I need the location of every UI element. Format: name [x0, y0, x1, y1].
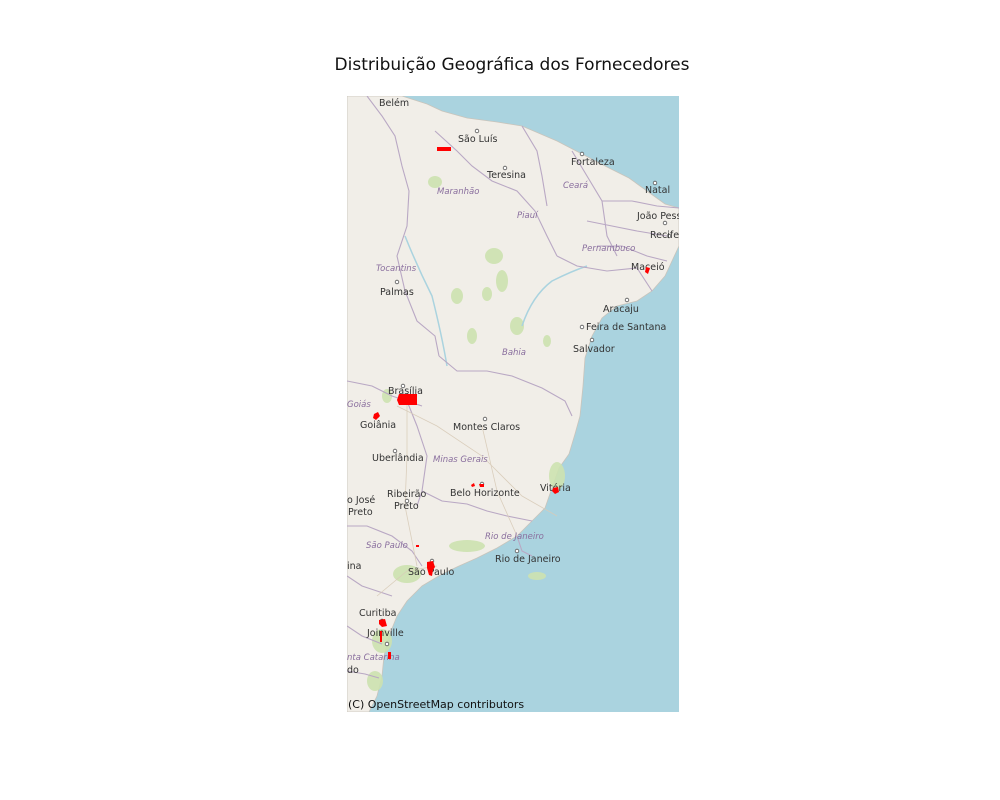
city-label-ribeirao-1: Ribeirão: [387, 489, 426, 500]
supplier-region-sao-paulo[interactable]: [427, 561, 435, 576]
supplier-region-brasilia[interactable]: [397, 394, 417, 405]
state-label-bahia: Bahia: [502, 348, 526, 358]
city-label-ribeirao-2: Preto: [394, 501, 419, 512]
city-label-joinville: Joinville: [366, 628, 404, 639]
city-label-palmas: Palmas: [380, 287, 414, 298]
state-label-ceara: Ceará: [563, 181, 588, 191]
city-label-recife: Recife: [650, 230, 679, 241]
supplier-region-campinas[interactable]: [416, 545, 419, 547]
rivers: [404, 235, 588, 367]
supplier-region-joinville[interactable]: [380, 631, 382, 642]
city-label-belem: Belém: [379, 98, 409, 109]
city-label-curitiba: Curitiba: [359, 608, 396, 619]
state-label-rio-de-janeiro: Rio de Janeiro: [485, 532, 544, 542]
state-label-maranhao: Maranhão: [437, 187, 479, 197]
state-label-goias: Goiás: [347, 400, 371, 410]
city-label-natal: Natal: [645, 185, 670, 196]
city-label-blumenau: do: [347, 665, 359, 676]
map-title: Distribuição Geográfica dos Fornecedores: [334, 55, 690, 75]
supplier-region-belo-horizonte[interactable]: [471, 483, 475, 487]
city-label-belo-horizonte: Belo Horizonte: [450, 488, 520, 499]
supplier-region-belo-horizonte-2[interactable]: [479, 484, 484, 487]
city-label-joao-pessoa: João Pess: [636, 211, 679, 222]
supplier-region-vitoria[interactable]: [552, 487, 559, 494]
city-label-sao-jose-2: Preto: [348, 507, 373, 518]
supplier-region-blumenau[interactable]: [388, 652, 391, 659]
state-labels: Maranhão Ceará Piauí Pernambuco Tocantin…: [347, 181, 635, 663]
supplier-region-goiania[interactable]: [373, 412, 380, 420]
city-label-londrina: ina: [347, 561, 361, 572]
roads: [376, 401, 558, 597]
supplier-regions[interactable]: [373, 147, 650, 659]
city-label-sao-jose-1: o José: [347, 495, 375, 506]
map-svg[interactable]: Belém São Luís Fortaleza Teresina Natal …: [347, 96, 679, 712]
state-label-sao-paulo: São Paulo: [366, 541, 408, 551]
state-label-piaui: Piauí: [517, 211, 539, 221]
city-label-montes-claros: Montes Claros: [453, 422, 520, 433]
city-label-aracaju: Aracaju: [603, 304, 639, 315]
city-label-uberlandia: Uberlândia: [372, 453, 424, 464]
city-label-feira-de-santana: Feira de Santana: [586, 322, 666, 333]
state-borders: [347, 96, 679, 679]
city-label-fortaleza: Fortaleza: [571, 157, 615, 168]
supplier-region-curitiba[interactable]: [379, 619, 387, 627]
city-label-sao-luis: São Luís: [458, 134, 497, 145]
city-label-goiania: Goiânia: [360, 420, 396, 431]
state-label-santa-catarina: nta Catarina: [347, 653, 400, 663]
state-label-minas-gerais: Minas Gerais: [433, 455, 488, 465]
city-label-rio-de-janeiro: Rio de Janeiro: [495, 554, 561, 565]
city-label-teresina: Teresina: [486, 170, 526, 181]
supplier-region-sao-luis[interactable]: [437, 147, 451, 151]
supplier-region-maceio[interactable]: [645, 267, 650, 274]
city-label-salvador: Salvador: [573, 344, 615, 355]
state-label-tocantins: Tocantins: [376, 264, 417, 274]
map-panel[interactable]: Belém São Luís Fortaleza Teresina Natal …: [347, 96, 679, 712]
map-attribution[interactable]: (C) OpenStreetMap contributors: [348, 698, 525, 711]
city-label-brasilia: Brasília: [388, 386, 423, 397]
state-label-pernambuco: Pernambuco: [582, 244, 635, 254]
land-mass: [347, 96, 679, 712]
